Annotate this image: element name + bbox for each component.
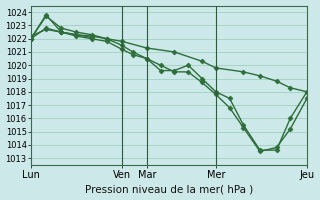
- X-axis label: Pression niveau de la mer( hPa ): Pression niveau de la mer( hPa ): [85, 184, 253, 194]
